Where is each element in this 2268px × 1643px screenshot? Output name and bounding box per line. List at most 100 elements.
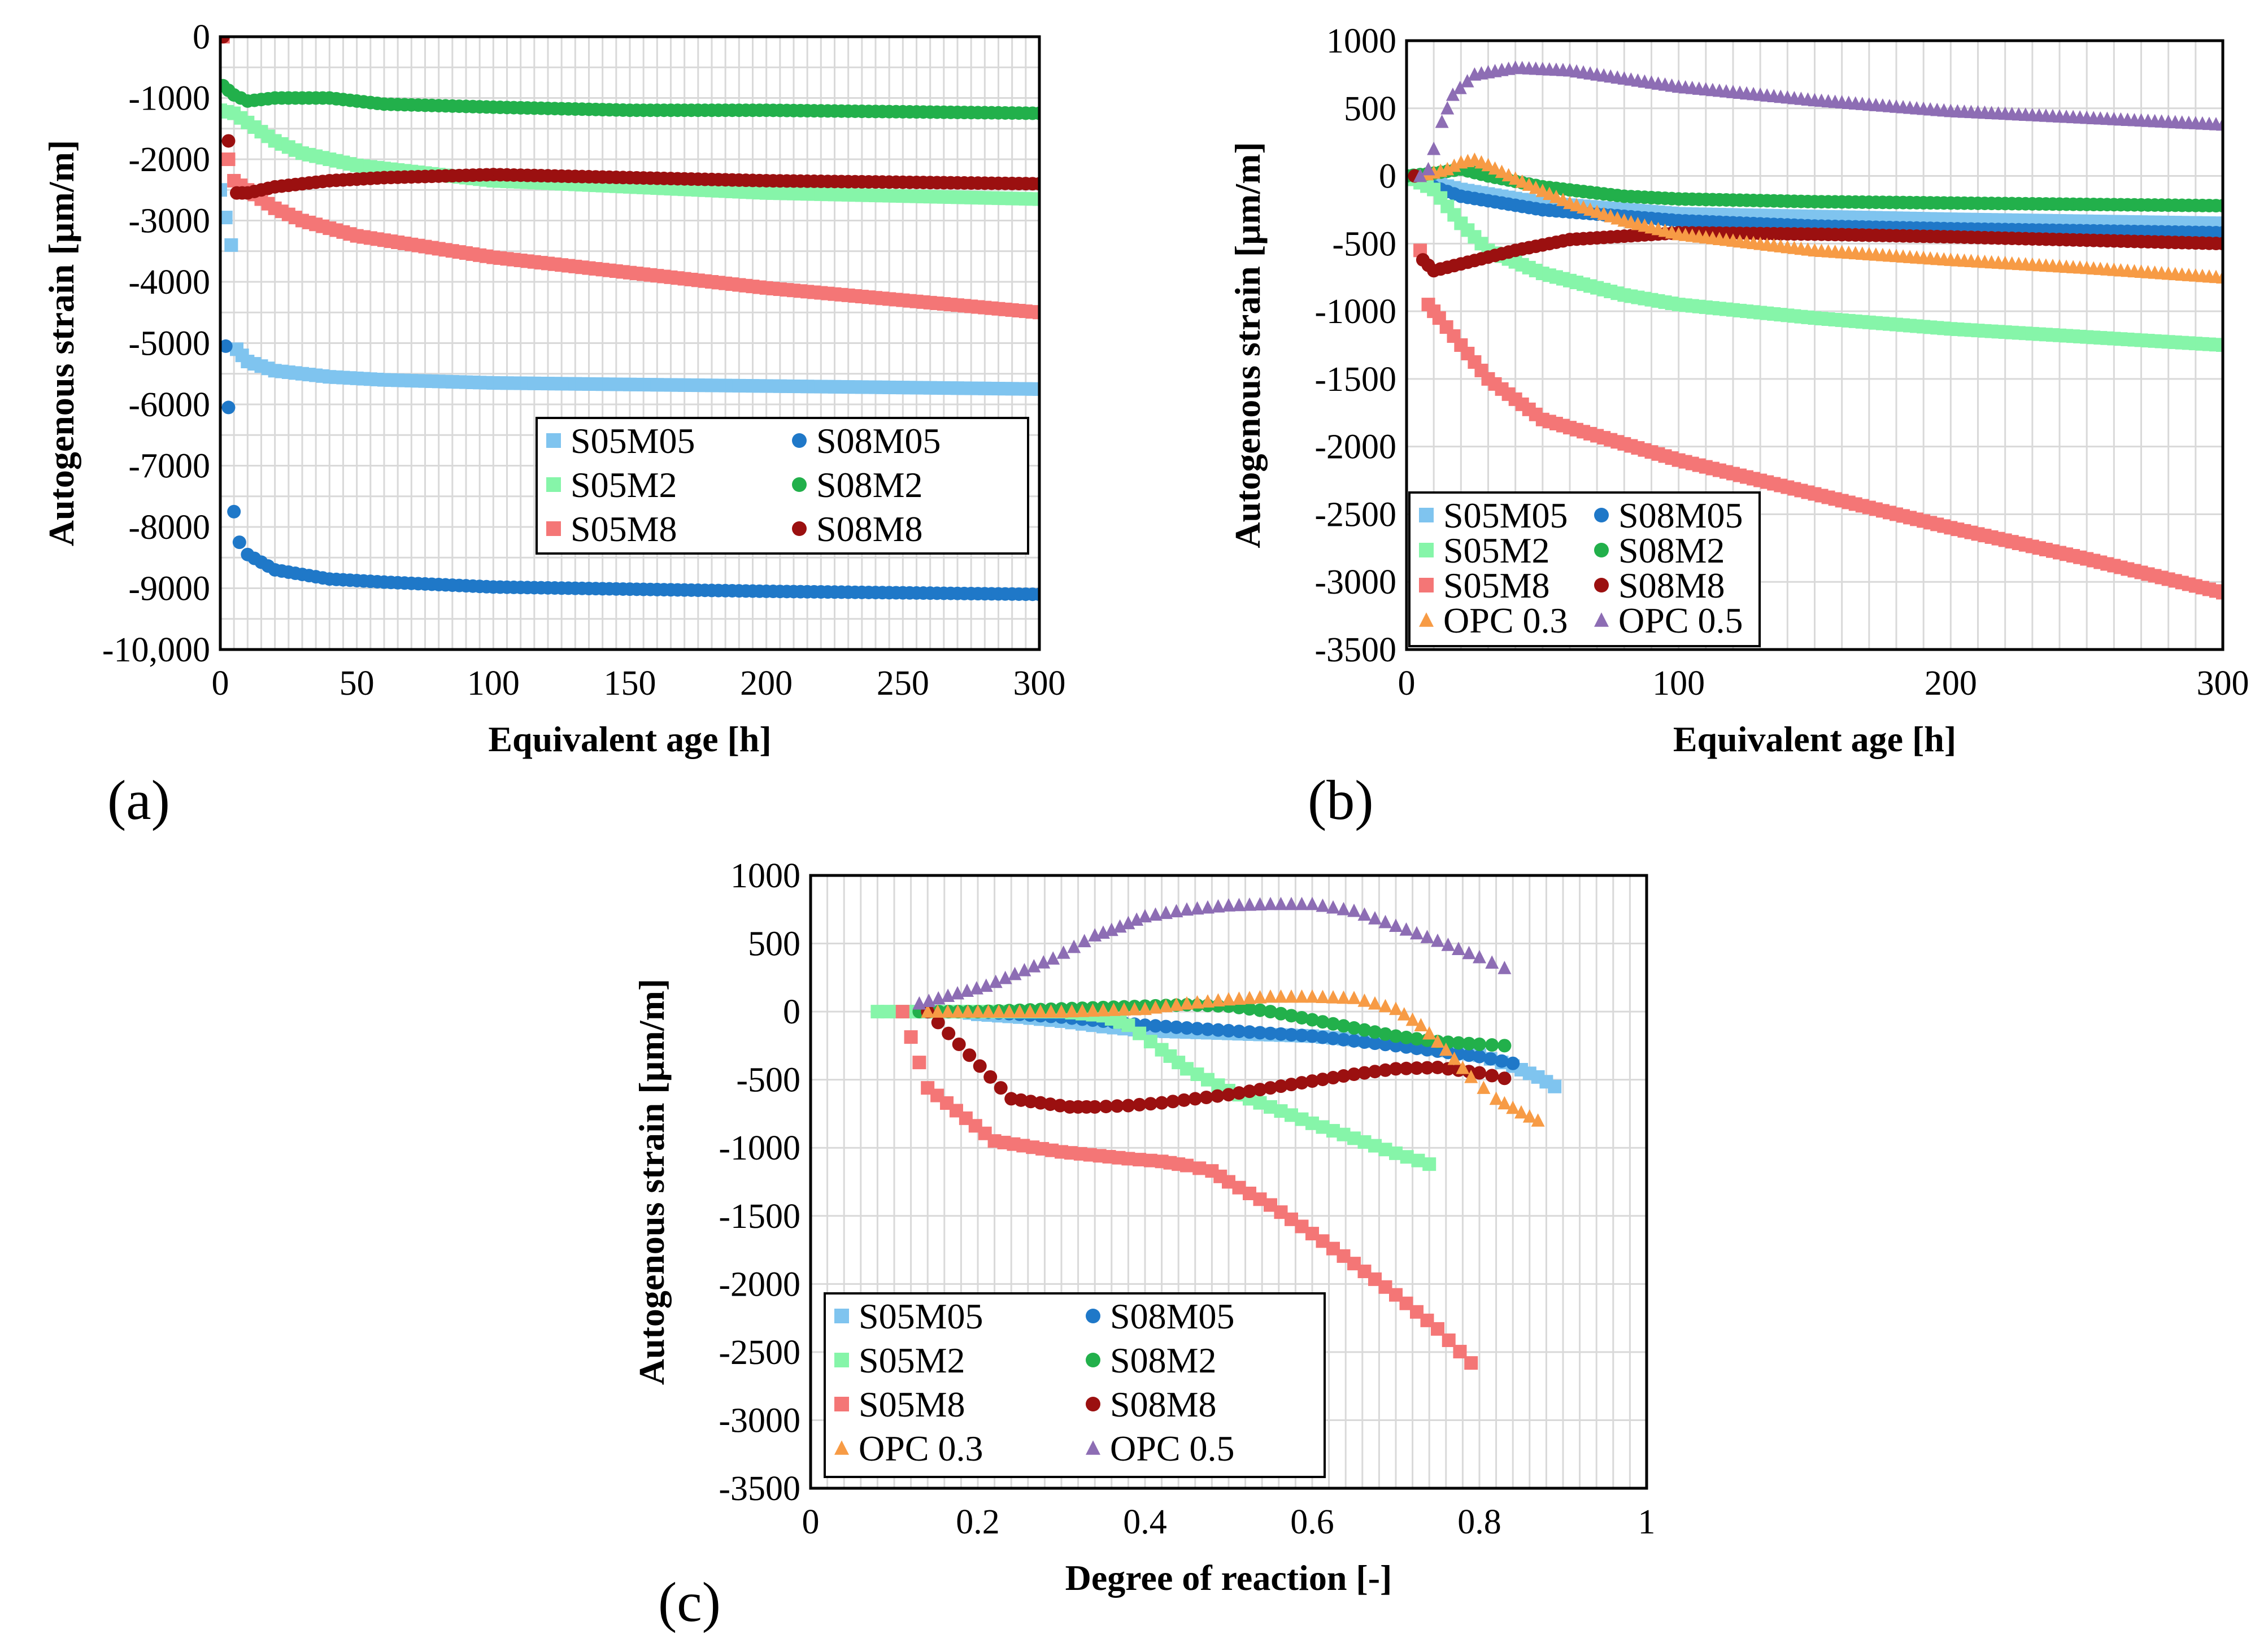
data-point-opc-0-3 [1337,990,1351,1004]
data-point-s08m05 [1420,1043,1434,1057]
data-point-opc-0-3 [1138,1001,1152,1016]
data-point-s08m2 [1305,1013,1319,1027]
series-s08m2 [220,79,1039,120]
data-point-s08m2 [1399,1030,1413,1044]
y-tick-label: -3500 [1314,631,1396,669]
data-point-s08m2 [1378,1027,1392,1041]
plot-frame-a [219,35,1041,651]
y-tick-label: -3000 [128,202,210,241]
data-point-opc-0-5 [1104,922,1118,936]
plot-frame-c [809,874,1648,1490]
data-point-s05m05 [220,183,227,197]
legend-marker-s08m05 [1086,1309,1100,1323]
data-point-opc-0-5 [1420,930,1434,943]
data-point-s05m8 [912,1056,926,1070]
data-point-s08m8 [1420,1061,1434,1075]
y-tick-label: -3500 [719,1470,800,1508]
data-point-opc-0-3 [1232,991,1246,1005]
data-point-s05m8 [1033,306,1039,320]
data-point-s08m8 [973,1059,987,1073]
y-tick-label: 0 [783,993,800,1031]
data-point-opc-0-5 [1399,922,1413,936]
data-point-opc-0-5 [2216,117,2223,131]
data-point-opc-0-5 [1017,962,1031,977]
data-point-opc-0-3 [1076,1004,1089,1017]
data-point-opc-0-3 [1201,994,1214,1008]
legend-label: S05M2 [1443,530,1550,570]
data-point-opc-0-5 [1222,898,1235,912]
data-point-s08m2 [1473,1037,1486,1051]
data-point-opc-0-5 [951,986,965,1000]
data-point-s08m05 [1232,1025,1246,1039]
data-point-s08m2 [1264,1005,1277,1019]
series-s08m8 [921,1005,1512,1114]
data-point-s05m8 [1180,1158,1194,1173]
data-point-s08m8 [1133,1097,1147,1112]
data-point-opc-0-5 [1037,955,1051,969]
data-point-s05m8 [1453,1345,1467,1359]
series-s08m8 [220,37,1039,200]
data-point-opc-0-5 [1460,74,1474,88]
chart-b: 0 100 200 300 1000 500 0 -500 -1000 -1500 -2000 -25… [1227,22,2249,759]
legend-item-s08m2: S08M2 [792,465,923,505]
data-point-s08m8 [1473,1066,1486,1080]
legend-marker-s05m2 [546,477,561,492]
data-point-s08m05 [1326,1031,1340,1045]
data-point-opc-0-3 [1159,999,1173,1013]
data-point-s08m2 [1368,1025,1382,1039]
y-tick-label: 1000 [730,857,800,895]
legend-item-opc-0-5: OPC 0.5 [1086,1428,1235,1468]
data-point-opc-0-3 [941,1004,955,1018]
data-point-s08m2 [1326,1017,1340,1031]
panel-label-a: (a) [107,769,170,831]
data-point-s08m2 [1337,1019,1351,1033]
legend-marker-s08m8 [1594,578,1609,592]
legend-marker-s05m05 [546,433,561,448]
legend-marker-opc-0-3 [1419,612,1434,627]
data-point-opc-0-5 [941,988,955,1003]
data-point-opc-0-3 [1498,1096,1512,1110]
data-point-s08m8 [952,1037,966,1051]
data-point-s08m05 [1180,1021,1194,1035]
data-point-opc-0-3 [1107,1003,1121,1016]
x-axis-title: Equivalent age [h] [1673,719,1956,759]
legend-b: S05M05 S08M05 S05M2 S08M2 S05M8 S08M8 OPC 0.3 O… [1408,491,1761,647]
data-point-opc-0-5 [1008,966,1022,980]
data-point-opc-0-5 [960,983,974,997]
legend-item-s05m2: S05M2 [834,1340,965,1380]
data-point-s05m8 [1442,1333,1456,1347]
data-point-s08m05 [1378,1038,1392,1052]
data-point-opc-0-3 [1243,991,1256,1004]
data-point-opc-0-5 [1067,939,1081,953]
y-tick-label: -8000 [128,508,210,547]
data-point-opc-0-5 [1378,914,1392,929]
legend-marker-s05m05 [834,1309,849,1323]
y-tick-label: -9000 [128,570,210,608]
data-point-opc-0-5 [1190,901,1204,915]
legend-marker-s05m8 [1419,578,1434,592]
data-point-opc-0-3 [1347,991,1361,1004]
series-s08m8 [1408,169,2223,278]
data-point-opc-0-5 [1316,898,1330,912]
data-point-s08m8 [931,1016,945,1030]
data-point-opc-0-5 [1232,897,1246,912]
data-point-s08m2 [1295,1010,1309,1025]
data-point-opc-0-3 [971,1004,985,1018]
data-point-opc-0-5 [1295,896,1309,910]
data-point-s08m8 [1166,1095,1180,1109]
data-point-opc-0-3 [1128,1002,1142,1016]
legend-label: S05M2 [571,465,677,505]
legend-marker-opc-0-5 [1594,612,1609,627]
y-axis-title: Autogenous strain [µm/m] [632,979,672,1385]
data-point-s08m2 [1452,1036,1465,1050]
data-point-s08m8 [1211,1089,1225,1103]
legend-label: S05M05 [1443,495,1568,535]
legend-marker-s05m2 [834,1353,849,1367]
data-point-s08m05 [1357,1035,1372,1049]
y-tick-label: -3000 [1314,563,1396,602]
legend-label: S05M8 [859,1384,965,1424]
data-point-s08m8 [1305,1074,1319,1088]
legend-marker-s08m2 [792,477,807,492]
data-point-opc-0-5 [1056,945,1070,959]
legend-item-opc-0-3: OPC 0.3 [1419,600,1568,640]
